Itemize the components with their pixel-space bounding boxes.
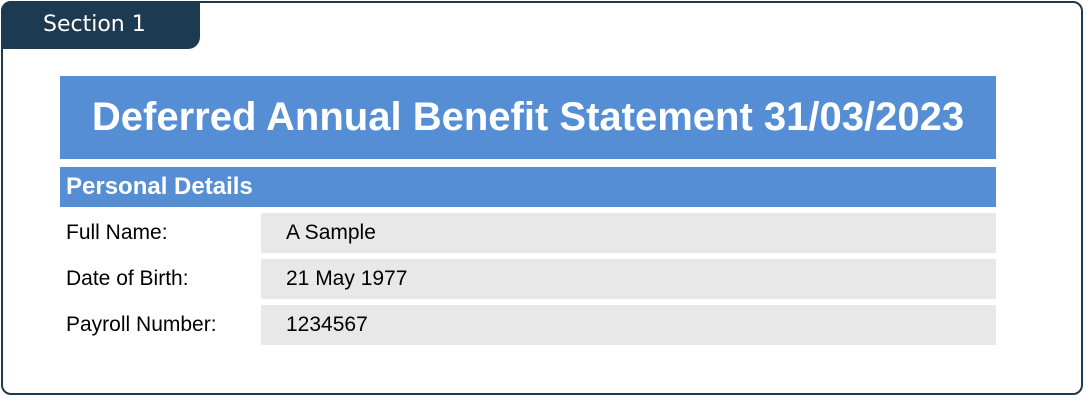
field-value: A Sample: [261, 213, 996, 253]
field-value: 21 May 1977: [261, 259, 996, 299]
field-label: Date of Birth:: [66, 267, 189, 290]
field-value: 1234567: [261, 305, 996, 345]
field-label: Payroll Number:: [66, 313, 217, 336]
details-row: Payroll Number: 1234567: [60, 305, 996, 345]
section-tab: Section 1: [1, 1, 200, 49]
statement-title: Deferred Annual Benefit Statement 31/03/…: [60, 76, 996, 159]
field-label: Full Name:: [66, 221, 168, 244]
section-frame: [1, 1, 1083, 395]
section-heading: Personal Details: [60, 167, 996, 207]
details-row: Date of Birth: 21 May 1977: [60, 259, 996, 299]
details-row: Full Name: A Sample: [60, 213, 996, 253]
